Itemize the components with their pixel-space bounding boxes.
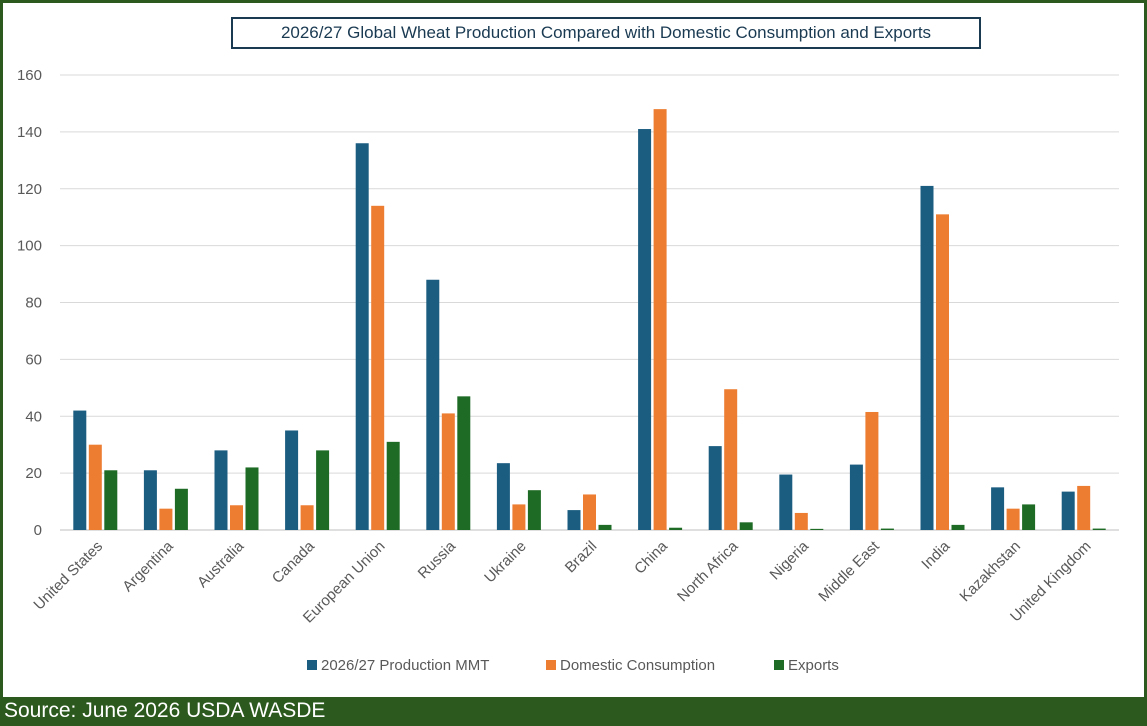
x-category-label: Argentina — [119, 537, 177, 595]
legend-swatch — [307, 660, 317, 670]
y-tick-label: 120 — [17, 181, 42, 198]
bar-0-10 — [779, 474, 793, 530]
x-category-label: Ukraine — [481, 538, 530, 587]
bar-0-8 — [638, 129, 652, 530]
bar-0-7 — [567, 510, 581, 530]
x-category-label: Brazil — [562, 538, 601, 577]
source-footer: Source: June 2026 USDA WASDE — [0, 697, 1147, 726]
bar-1-7 — [583, 494, 596, 530]
bar-2-4 — [386, 441, 400, 530]
bar-0-1 — [143, 470, 157, 530]
y-tick-label: 100 — [17, 238, 42, 255]
bar-1-5 — [441, 413, 455, 530]
bar-0-3 — [285, 430, 299, 530]
bar-1-11 — [865, 411, 879, 530]
legend-swatch — [774, 660, 784, 670]
bar-1-14 — [1077, 485, 1091, 530]
bar-2-2 — [245, 467, 259, 530]
bar-2-14 — [1092, 528, 1106, 530]
bar-2-13 — [1022, 504, 1036, 530]
x-category-label: India — [918, 537, 953, 572]
bar-0-9 — [708, 446, 722, 530]
legend-label: 2026/27 Production MMT — [321, 657, 489, 674]
legend-label: Exports — [788, 657, 839, 674]
bar-0-14 — [1061, 491, 1075, 530]
x-category-label: United States — [30, 538, 106, 614]
bar-2-12 — [951, 524, 965, 530]
bar-2-11 — [880, 528, 894, 530]
bar-1-1 — [159, 508, 173, 530]
bar-0-2 — [214, 450, 228, 530]
bar-1-0 — [88, 444, 102, 530]
bar-2-7 — [598, 524, 612, 530]
bar-0-0 — [73, 410, 87, 530]
bar-1-2 — [230, 505, 243, 530]
x-category-label: Russia — [415, 537, 460, 582]
bar-1-3 — [300, 505, 314, 530]
source-text: Source: June 2026 USDA WASDE — [4, 699, 326, 722]
bar-2-0 — [104, 470, 118, 530]
legend-label: Domestic Consumption — [560, 657, 715, 674]
bar-2-3 — [316, 450, 330, 530]
y-axis-ticks: 0 20 40 60 80 100 120 140 160 — [17, 67, 42, 539]
bar-0-4 — [355, 143, 369, 530]
bar-2-10 — [810, 528, 824, 530]
bar-0-6 — [496, 463, 510, 530]
x-category-label: Nigeria — [766, 537, 812, 583]
x-axis-categories: United States Argentina Australia CanadaEur… — [30, 537, 1094, 626]
bar-1-8 — [653, 109, 667, 530]
bar-0-13 — [991, 487, 1005, 530]
x-category-label: North Africa — [674, 537, 742, 605]
x-category-label: Kazakhstan — [956, 538, 1023, 605]
x-category-label: China — [631, 537, 671, 577]
bar-1-9 — [724, 389, 738, 530]
bar-2-6 — [527, 490, 541, 530]
bar-2-9 — [739, 522, 753, 530]
x-category-label: Australia — [194, 537, 248, 591]
bar-0-11 — [849, 464, 863, 530]
bar-2-8 — [669, 527, 683, 530]
bar-0-5 — [426, 279, 440, 530]
y-tick-label: 60 — [25, 351, 42, 368]
y-tick-label: 40 — [25, 408, 42, 425]
bar-0-12 — [920, 185, 934, 530]
legend-swatch — [546, 660, 556, 670]
x-category-label: Canada — [269, 537, 319, 587]
y-tick-label: 160 — [17, 67, 42, 84]
bars — [73, 109, 1106, 530]
y-tick-label: 20 — [25, 465, 42, 482]
bar-1-10 — [794, 512, 808, 530]
bar-1-13 — [1006, 508, 1020, 530]
x-category-label: Middle East — [815, 537, 883, 605]
chart-title: 2026/27 Global Wheat Production Compared… — [280, 23, 932, 42]
y-tick-label: 80 — [25, 295, 42, 312]
legend: 2026/27 Production MMT Domestic Consumpti… — [307, 657, 839, 674]
bar-1-12 — [936, 214, 949, 530]
bar-1-4 — [371, 205, 385, 530]
y-tick-label: 140 — [17, 124, 42, 141]
bar-1-6 — [512, 504, 526, 530]
bar-2-5 — [457, 396, 471, 530]
chart-title-box: 2026/27 Global Wheat Production Compared… — [231, 17, 981, 49]
y-tick-label: 0 — [34, 522, 42, 539]
bar-2-1 — [174, 488, 188, 530]
